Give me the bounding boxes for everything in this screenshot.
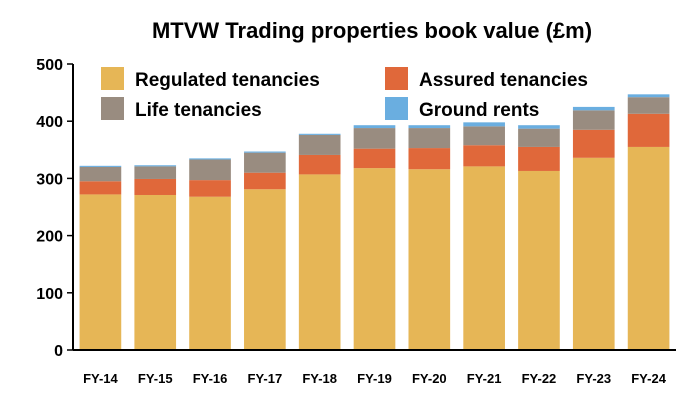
bar-life-tenancies-fy-24	[627, 97, 670, 114]
bar-regulated-tenancies-fy-15	[134, 194, 177, 350]
chart-title: MTVW Trading properties book value (£m)	[152, 18, 592, 43]
bar-life-tenancies-fy-21	[463, 126, 505, 146]
x-axis-ticks: FY-14 FY-15 FY-16 FY-17 FY-18 FY-19 FY-20 FY-21…	[83, 371, 667, 386]
bar-regulated-tenancies-fy-20	[408, 169, 451, 350]
x-tick-label: FY-21	[467, 371, 502, 386]
x-tick-label: FY-19	[357, 371, 392, 386]
bar-life-tenancies-fy-19	[353, 128, 396, 149]
legend-swatch-ground-rents	[385, 97, 408, 120]
bar-ground-rents-fy-23	[572, 106, 615, 111]
bar-ground-rents-fy-15	[134, 165, 177, 167]
x-tick-label: FY-15	[138, 371, 173, 386]
x-tick-label: FY-14	[83, 371, 118, 386]
bar-ground-rents-fy-18	[298, 133, 341, 135]
bar-ground-rents-fy-21	[463, 122, 505, 127]
y-tick-label: 400	[36, 114, 63, 131]
legend-label-ground-rents: Ground rents	[419, 100, 539, 121]
bar-life-tenancies-fy-20	[408, 128, 451, 149]
bar-regulated-tenancies-fy-16	[189, 196, 231, 350]
y-tick-label: 0	[54, 343, 63, 360]
bar-regulated-tenancies-fy-18	[298, 174, 341, 350]
bar-assured-tenancies-fy-18	[298, 154, 341, 175]
legend-swatch-life-tenancies	[101, 97, 124, 120]
x-tick-label: FY-20	[412, 371, 447, 386]
bar-assured-tenancies-fy-21	[463, 145, 505, 167]
y-tick-label: 500	[36, 57, 63, 74]
x-tick-label: FY-16	[193, 371, 228, 386]
legend-label-regulated-tenancies: Regulated tenancies	[135, 70, 320, 91]
bar-regulated-tenancies-fy-23	[572, 157, 615, 350]
y-tick-label: 200	[36, 229, 63, 246]
bar-assured-tenancies-fy-14	[79, 181, 122, 195]
y-tick-label: 300	[36, 171, 63, 188]
bar-life-tenancies-fy-23	[572, 110, 615, 130]
legend-swatch-regulated-tenancies	[101, 67, 124, 90]
bar-assured-tenancies-fy-15	[134, 178, 177, 195]
bar-ground-rents-fy-24	[627, 94, 670, 98]
bar-life-tenancies-fy-22	[518, 128, 560, 147]
bar-regulated-tenancies-fy-21	[463, 166, 505, 350]
y-tick-label: 100	[36, 286, 63, 303]
bars	[79, 94, 670, 350]
bar-regulated-tenancies-fy-24	[627, 146, 670, 350]
legend-swatch-assured-tenancies	[385, 67, 408, 90]
bar-assured-tenancies-fy-19	[353, 148, 396, 169]
bar-life-tenancies-fy-17	[244, 152, 286, 173]
bar-regulated-tenancies-fy-19	[353, 168, 396, 350]
bar-assured-tenancies-fy-17	[244, 172, 286, 190]
bar-life-tenancies-fy-15	[134, 166, 177, 179]
bar-ground-rents-fy-20	[408, 125, 451, 129]
legend-label-life-tenancies: Life tenancies	[135, 100, 262, 121]
bar-ground-rents-fy-16	[189, 158, 231, 160]
bar-regulated-tenancies-fy-22	[518, 170, 560, 350]
bar-regulated-tenancies-fy-14	[79, 194, 122, 350]
bar-regulated-tenancies-fy-17	[244, 189, 286, 350]
bar-assured-tenancies-fy-22	[518, 146, 560, 171]
bar-ground-rents-fy-19	[353, 125, 396, 129]
x-tick-label: FY-22	[522, 371, 557, 386]
bar-assured-tenancies-fy-23	[572, 129, 615, 158]
bar-life-tenancies-fy-18	[298, 134, 341, 155]
x-tick-label: FY-24	[631, 371, 666, 386]
bar-life-tenancies-fy-14	[79, 166, 122, 182]
legend-label-assured-tenancies: Assured tenancies	[419, 70, 588, 91]
bar-life-tenancies-fy-16	[189, 159, 231, 181]
bar-assured-tenancies-fy-24	[627, 113, 670, 147]
x-tick-label: FY-23	[576, 371, 611, 386]
bar-assured-tenancies-fy-16	[189, 180, 231, 197]
bar-ground-rents-fy-22	[518, 125, 560, 129]
bar-ground-rents-fy-17	[244, 151, 286, 153]
axes	[72, 64, 676, 351]
x-tick-label: FY-17	[248, 371, 283, 386]
bar-ground-rents-fy-14	[79, 165, 122, 167]
y-axis-ticks: 0 100 200 300 400 500	[36, 57, 73, 360]
legend: Regulated tenancies Assured tenancies Life…	[101, 67, 588, 121]
bar-assured-tenancies-fy-20	[408, 148, 451, 170]
x-tick-label: FY-18	[302, 371, 337, 386]
